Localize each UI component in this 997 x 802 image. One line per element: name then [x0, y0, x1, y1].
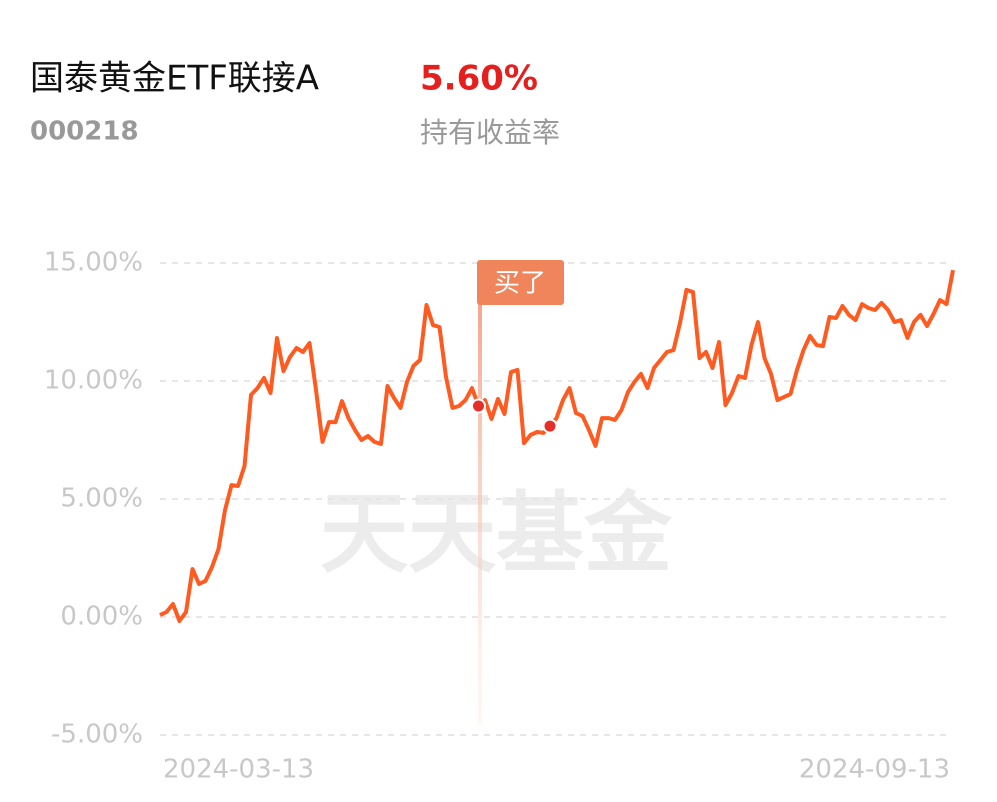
y-tick-label: 10.00%	[44, 366, 143, 396]
watermark: 天天基金	[320, 482, 673, 585]
x-tick-label: 2024-03-13	[163, 755, 314, 785]
buy-tag: 买了	[477, 260, 564, 305]
return-value: 5.60%	[420, 59, 538, 99]
return-line	[159, 269, 955, 623]
buy-point	[471, 398, 486, 414]
fund-code: 000218	[30, 117, 139, 147]
y-tick-label: 5.00%	[60, 484, 143, 514]
buy-line	[478, 300, 482, 725]
buy-tag-box	[477, 260, 564, 305]
y-tick-label: 15.00%	[44, 248, 143, 278]
x-tick-label: 2024-09-13	[799, 755, 950, 785]
buy-tag-label: 买了	[494, 269, 546, 299]
return-label: 持有收益率	[420, 116, 560, 149]
y-tick-label: 0.00%	[60, 602, 143, 632]
fund-title: 国泰黄金ETF联接A	[30, 59, 319, 99]
y-tick-label: -5.00%	[51, 720, 143, 750]
buy-point	[542, 418, 558, 434]
